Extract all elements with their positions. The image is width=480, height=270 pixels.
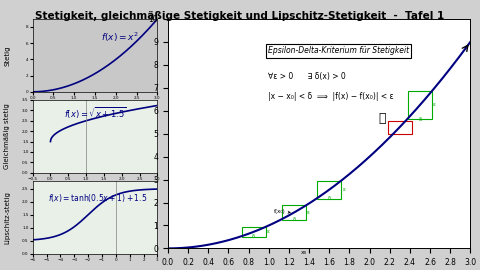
Bar: [388, 121, 412, 134]
Text: $f(x) = \sqrt{x + 1.5}$: $f(x) = \sqrt{x + 1.5}$: [64, 106, 127, 121]
Text: ε: ε: [267, 229, 270, 234]
Text: |x − x₀| < δ  ⟹  |f(x) − f(x₀)| < ε: |x − x₀| < δ ⟹ |f(x) − f(x₀)| < ε: [268, 92, 394, 101]
Bar: [317, 181, 341, 199]
Text: Gleichmäßig stetig: Gleichmäßig stetig: [4, 103, 10, 169]
Text: ε: ε: [342, 187, 346, 192]
Text: x₀: x₀: [301, 250, 307, 255]
Text: ε: ε: [307, 210, 310, 215]
Text: $f(x) = \tanh(0.5x + 1) + 1.5$: $f(x) = \tanh(0.5x + 1) + 1.5$: [48, 192, 147, 204]
Text: δ: δ: [252, 234, 255, 239]
Text: δ: δ: [292, 218, 296, 222]
Text: δ: δ: [418, 117, 422, 122]
Text: Epsilon-Delta-Kriterium für Stetigkeit: Epsilon-Delta-Kriterium für Stetigkeit: [268, 46, 409, 55]
Text: δ: δ: [327, 197, 331, 201]
Text: Lipschitz-stetig: Lipschitz-stetig: [4, 191, 10, 244]
Bar: [282, 205, 306, 220]
Text: 💀: 💀: [378, 113, 385, 126]
Text: Stetig: Stetig: [4, 45, 10, 66]
Text: ∀ε > 0      ∃ δ(x) > 0: ∀ε > 0 ∃ δ(x) > 0: [268, 72, 346, 81]
Text: $f(x) = x^2$: $f(x) = x^2$: [101, 30, 139, 44]
Text: Stetigkeit, gleichmäßige Stetigkeit und Lipschitz-Stetigkeit  -  Tafel 1: Stetigkeit, gleichmäßige Stetigkeit und …: [36, 11, 444, 21]
Bar: [241, 227, 266, 237]
Text: f(x₀): f(x₀): [274, 209, 290, 214]
Bar: [408, 91, 432, 119]
Text: ε: ε: [433, 102, 436, 107]
